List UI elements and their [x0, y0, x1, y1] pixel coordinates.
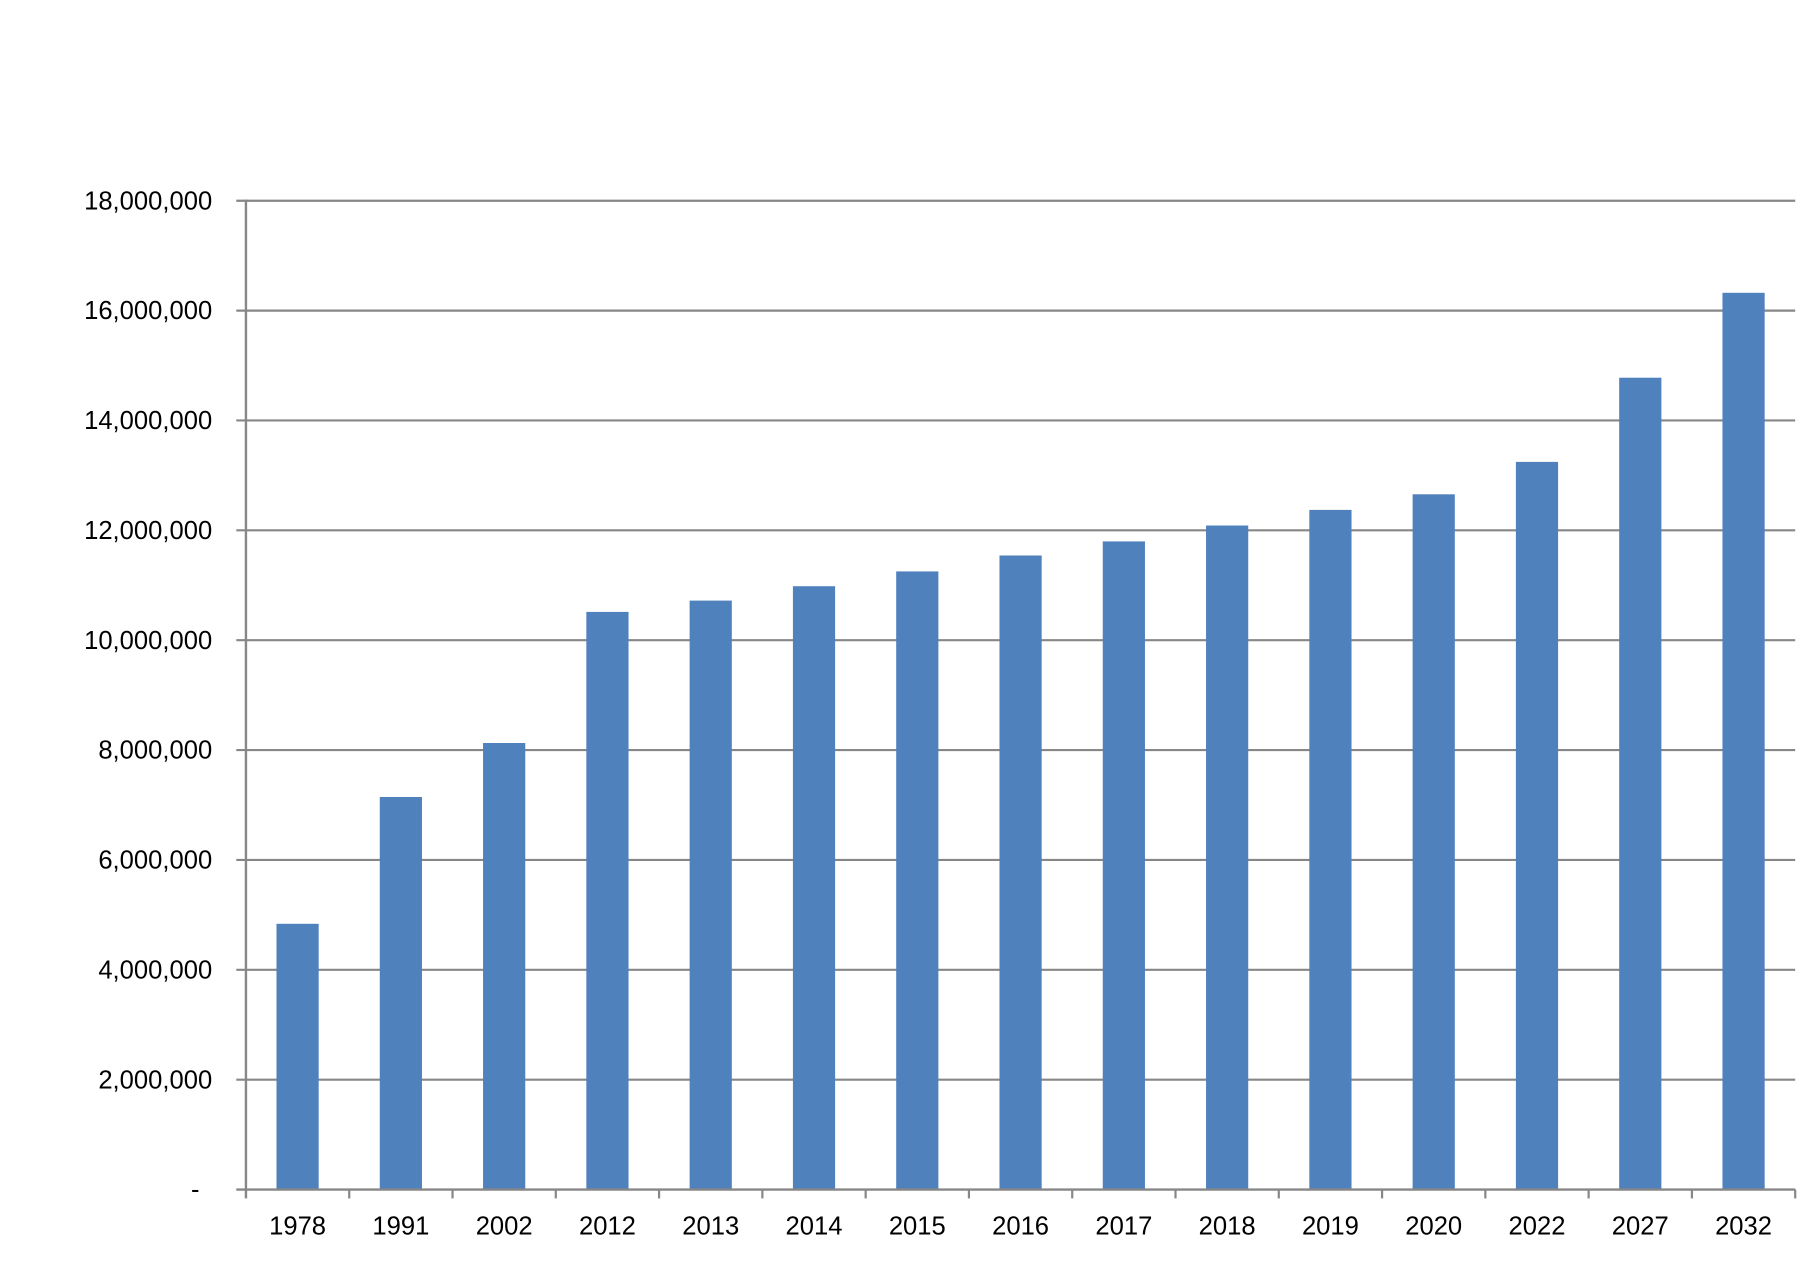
svg-text:2014: 2014 — [786, 1213, 843, 1241]
svg-text:16,000,000: 16,000,000 — [84, 297, 212, 325]
svg-text:2019: 2019 — [1302, 1213, 1359, 1241]
svg-text:2002: 2002 — [476, 1213, 533, 1241]
svg-text:6,000,000: 6,000,000 — [98, 847, 212, 875]
svg-text:4,000,000: 4,000,000 — [98, 956, 212, 984]
svg-text:-: - — [191, 1176, 200, 1204]
svg-text:14,000,000: 14,000,000 — [84, 407, 212, 435]
svg-text:18,000,000: 18,000,000 — [84, 187, 212, 215]
svg-text:2032: 2032 — [1715, 1213, 1772, 1241]
svg-text:2022: 2022 — [1509, 1213, 1566, 1241]
svg-text:1978: 1978 — [269, 1213, 326, 1241]
svg-text:10,000,000: 10,000,000 — [84, 627, 212, 655]
svg-text:1991: 1991 — [372, 1213, 429, 1241]
svg-text:2027: 2027 — [1612, 1213, 1669, 1241]
svg-text:2015: 2015 — [889, 1213, 946, 1241]
svg-text:2020: 2020 — [1405, 1213, 1462, 1241]
svg-text:8,000,000: 8,000,000 — [98, 737, 212, 765]
svg-text:2013: 2013 — [682, 1213, 739, 1241]
svg-text:2,000,000: 2,000,000 — [98, 1066, 212, 1094]
svg-text:2018: 2018 — [1199, 1213, 1256, 1241]
svg-text:2016: 2016 — [992, 1213, 1049, 1241]
svg-text:2017: 2017 — [1095, 1213, 1152, 1241]
svg-text:12,000,000: 12,000,000 — [84, 517, 212, 545]
svg-text:2012: 2012 — [579, 1213, 636, 1241]
